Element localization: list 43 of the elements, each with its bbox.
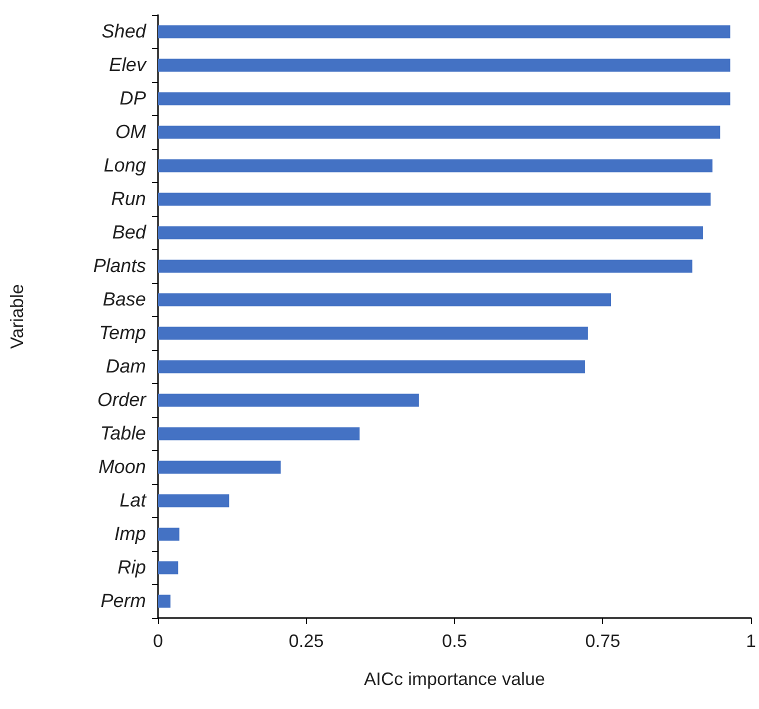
y-tick-label: OM (115, 122, 146, 143)
bar (158, 58, 730, 72)
y-tick-label: Moon (98, 456, 146, 478)
bar (158, 561, 178, 574)
bar (158, 159, 712, 172)
bar (158, 326, 588, 340)
bar (158, 394, 419, 407)
bar (158, 126, 720, 139)
bar (158, 92, 730, 106)
y-tick-label: Dam (106, 356, 146, 378)
x-tick-label: 0.5 (442, 631, 468, 651)
y-tick-label: Temp (99, 322, 146, 344)
x-axis-title: AICc importance value (364, 669, 546, 689)
y-tick-label: Base (102, 289, 146, 310)
y-axis-title: Variable (7, 284, 27, 349)
y-tick-label: Bed (112, 222, 148, 244)
bar (158, 528, 180, 541)
bar (158, 25, 730, 38)
x-tick-label: 0.75 (585, 631, 620, 651)
bar (158, 360, 585, 374)
bar (158, 192, 711, 206)
y-tick-label: Table (100, 423, 146, 444)
y-tick-label: DP (120, 88, 146, 110)
y-tick-label: Lat (120, 490, 147, 512)
y-tick-label: Imp (114, 524, 146, 545)
bar (158, 226, 703, 240)
bar (158, 594, 170, 608)
bar (158, 293, 612, 306)
bar (158, 494, 230, 508)
bar (158, 460, 281, 474)
y-tick-label: Order (97, 390, 147, 411)
y-tick-label: Plants (93, 256, 146, 277)
y-tick-label: Elev (109, 54, 148, 76)
x-tick-label: 0.25 (288, 631, 324, 651)
bar (158, 427, 360, 440)
y-tick-label: Run (111, 188, 146, 210)
x-tick-label: 0 (152, 631, 164, 651)
y-tick-label: Long (104, 155, 146, 176)
y-tick-label: Rip (117, 557, 146, 578)
y-tick-label: Shed (102, 21, 148, 42)
bar (158, 260, 692, 273)
y-tick-label: Perm (100, 590, 146, 612)
x-tick-label: 1 (746, 631, 756, 651)
